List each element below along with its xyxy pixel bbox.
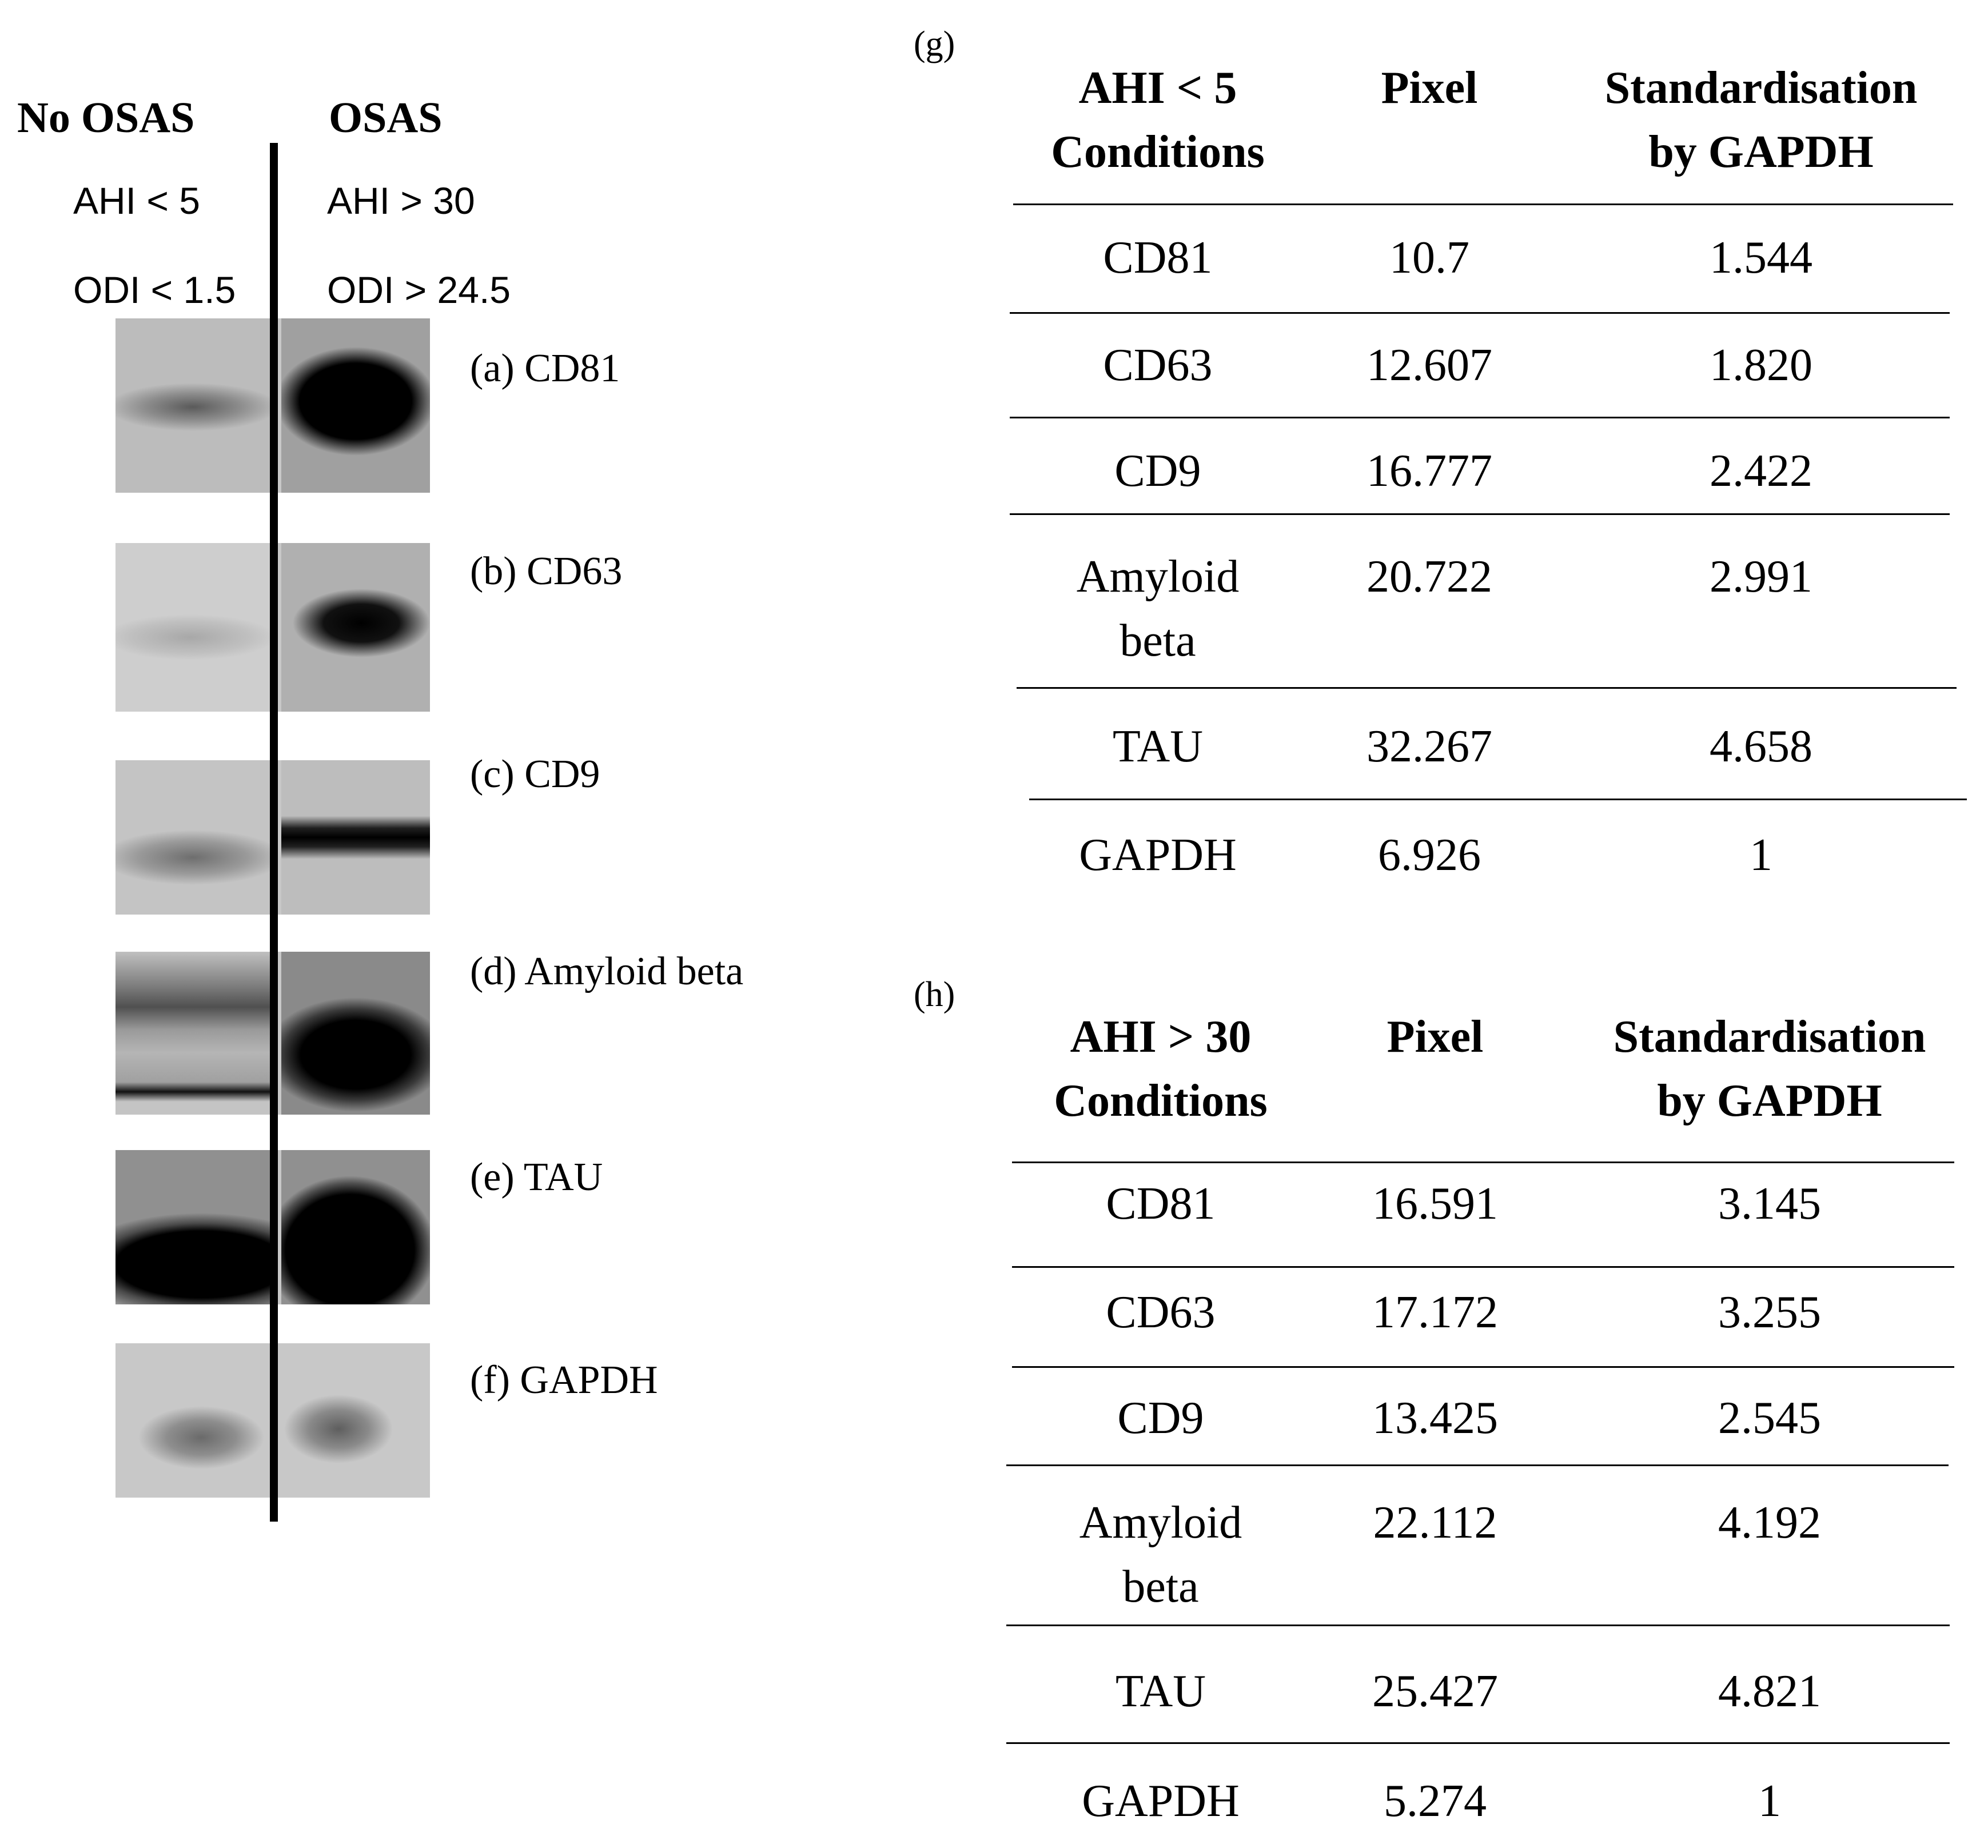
table-h-rule — [1006, 1742, 1950, 1744]
blot-lane-no-osas — [115, 1150, 270, 1304]
table-h-cell-condition: Amyloid beta — [1079, 1498, 1242, 1612]
blot-lane-no-osas — [115, 1343, 270, 1498]
table-h-header-standardisation: Standardisation by GAPDH — [1613, 1012, 1926, 1126]
group-title-osas: OSAS — [329, 94, 443, 142]
table-g-rule — [1029, 799, 1967, 800]
table-h-rule — [1012, 1162, 1954, 1163]
table-h-rule — [1006, 1464, 1949, 1466]
table-g-cell-std: 1.820 — [1710, 340, 1812, 390]
criterion-ahi-no-osas: AHI < 5 — [73, 179, 200, 222]
table-h-header-pixel: Pixel — [1387, 1012, 1484, 1062]
blot-label-cd63: (b) CD63 — [470, 549, 623, 593]
table-g-cell-condition: TAU — [1112, 721, 1203, 772]
table-g-rule — [1010, 417, 1950, 418]
table-g-rule — [1017, 687, 1957, 689]
table-h-cell-condition: GAPDH — [1082, 1776, 1240, 1826]
table-h-cell-condition: CD9 — [1117, 1393, 1204, 1443]
table-g-cell-pixel: 20.722 — [1366, 552, 1492, 602]
table-g-cell-std: 2.422 — [1710, 446, 1812, 496]
table-h-cell-std: 2.545 — [1718, 1393, 1821, 1443]
table-g-cell-condition: Amyloid beta — [1076, 552, 1240, 666]
table-g-header-standardisation: Standardisation by GAPDH — [1604, 63, 1918, 177]
blot-label-gapdh: (f) GAPDH — [470, 1358, 658, 1402]
blot-lane-no-osas — [115, 318, 270, 493]
criterion-ahi-osas: AHI > 30 — [327, 179, 475, 222]
table-g-header-conditions: AHI < 5 Conditions — [1051, 63, 1265, 177]
table-g-cell-condition: CD63 — [1103, 340, 1213, 390]
panel-label-g: (g) — [914, 25, 955, 63]
table-g-cell-pixel: 16.777 — [1366, 446, 1492, 496]
table-g-cell-condition: CD81 — [1103, 233, 1213, 283]
table-h-rule — [1012, 1366, 1954, 1368]
blot-cd63 — [115, 543, 430, 712]
table-h-cell-condition: TAU — [1115, 1666, 1206, 1717]
table-h-cell-pixel: 25.427 — [1372, 1666, 1498, 1717]
table-h-cell-std: 4.821 — [1718, 1666, 1821, 1717]
blot-label-tau: (e) TAU — [470, 1155, 603, 1199]
table-g-cell-pixel: 32.267 — [1366, 721, 1492, 772]
table-h-cell-std: 3.145 — [1718, 1179, 1821, 1229]
table-g-rule — [1010, 312, 1950, 314]
blot-lane-no-osas — [115, 952, 270, 1115]
table-g-header-pixel: Pixel — [1381, 63, 1478, 113]
group-title-no-osas: No OSAS — [17, 94, 195, 142]
table-g-cell-std: 2.991 — [1710, 552, 1812, 602]
blot-tau — [115, 1150, 430, 1304]
table-h-cell-condition: CD81 — [1106, 1179, 1216, 1229]
blot-lane-no-osas — [115, 543, 270, 712]
table-h-cell-pixel: 16.591 — [1372, 1179, 1498, 1229]
criterion-odi-osas: ODI > 24.5 — [327, 269, 511, 311]
table-h-cell-pixel: 17.172 — [1372, 1287, 1498, 1338]
blot-lane-osas — [281, 318, 430, 493]
blot-lane-no-osas — [115, 760, 270, 915]
table-h-cell-std: 3.255 — [1718, 1287, 1821, 1338]
table-g-cell-std: 1 — [1750, 830, 1772, 880]
group-divider-line — [270, 143, 278, 1522]
table-g-cell-std: 1.544 — [1710, 233, 1812, 283]
blot-label-amyloid-beta: (d) Amyloid beta — [470, 949, 744, 993]
table-g-cell-condition: CD9 — [1114, 446, 1201, 496]
table-h-rule — [1012, 1266, 1954, 1268]
blot-label-cd9: (c) CD9 — [470, 752, 600, 796]
table-h-cell-pixel: 13.425 — [1372, 1393, 1498, 1443]
table-g-cell-std: 4.658 — [1710, 721, 1812, 772]
blot-lane-osas — [281, 1343, 430, 1498]
panel-label-h: (h) — [914, 975, 955, 1014]
table-h-rule — [1006, 1625, 1950, 1626]
table-h-cell-std: 4.192 — [1718, 1498, 1821, 1548]
blot-cd81 — [115, 318, 430, 493]
blot-lane-osas — [281, 952, 430, 1115]
blot-lane-osas — [281, 1150, 430, 1304]
blot-label-cd81: (a) CD81 — [470, 346, 620, 390]
blot-cd9 — [115, 760, 430, 915]
table-g-cell-pixel: 6.926 — [1378, 830, 1481, 880]
table-g-cell-condition: GAPDH — [1079, 830, 1237, 880]
table-h-cell-pixel: 22.112 — [1373, 1498, 1497, 1548]
table-g-cell-pixel: 10.7 — [1389, 233, 1469, 283]
blot-lane-osas — [281, 543, 430, 712]
blot-lane-osas — [281, 760, 430, 915]
criterion-odi-no-osas: ODI < 1.5 — [73, 269, 236, 311]
table-g-rule — [1010, 513, 1950, 515]
table-h-cell-condition: CD63 — [1106, 1287, 1216, 1338]
table-h-cell-pixel: 5.274 — [1384, 1776, 1487, 1826]
table-h-cell-std: 1 — [1758, 1776, 1781, 1826]
table-h-header-conditions: AHI > 30 Conditions — [1054, 1012, 1268, 1126]
table-g-cell-pixel: 12.607 — [1366, 340, 1492, 390]
table-g-rule — [1013, 203, 1953, 205]
